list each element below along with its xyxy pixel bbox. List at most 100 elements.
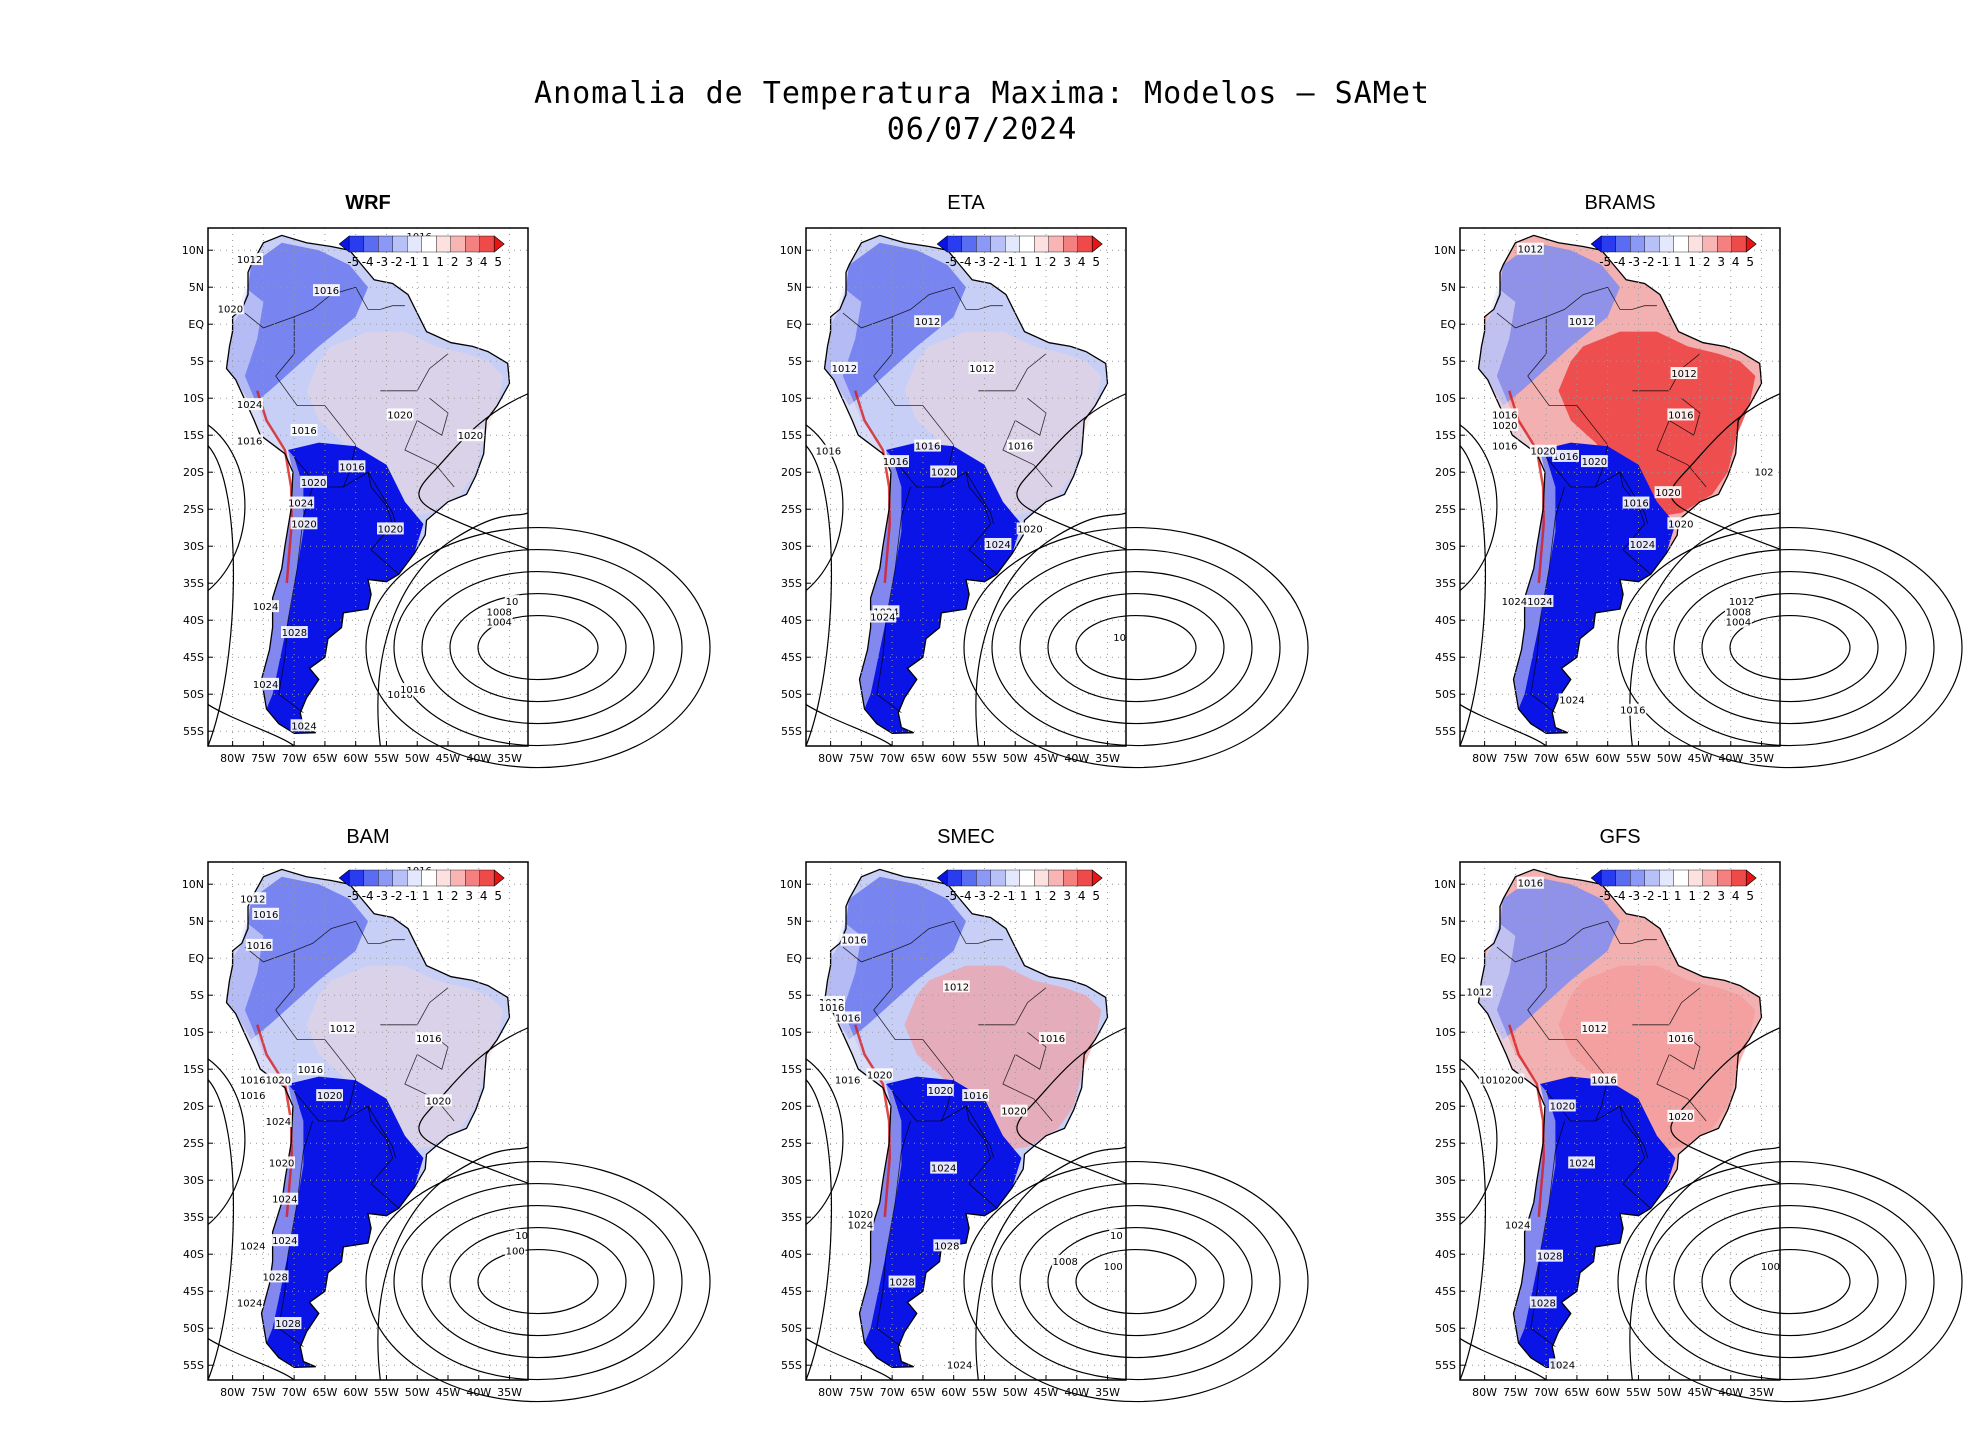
lon-tick-label: 40W (1718, 752, 1743, 765)
colorbar-label: -1 (1003, 255, 1015, 269)
colorbar-label: 2 (1703, 255, 1711, 269)
colorbar-label: 5 (1092, 889, 1100, 903)
colorbar-swatch (450, 235, 466, 253)
colorbar-label: 4 (480, 889, 488, 903)
coastline (1477, 868, 1763, 1369)
lat-tick-label: 10N (1434, 878, 1456, 891)
lat-tick-label: 55S (781, 1359, 802, 1372)
lat-tick-label: 5S (788, 355, 802, 368)
isobar-label: 1024 (947, 1360, 972, 1371)
lon-tick-label: 65W (910, 1386, 935, 1399)
isobar-label: 1016 (819, 1003, 844, 1014)
lon-tick-label: 50W (1003, 752, 1028, 765)
colorbar-swatch (1062, 869, 1078, 887)
colorbar-swatch (1687, 869, 1703, 887)
isobar-label: 1016 (291, 426, 316, 437)
isobar-label: 10 (1110, 1231, 1123, 1242)
lon-tick-label: 70W (1534, 752, 1559, 765)
lon-tick-label: 80W (220, 1386, 245, 1399)
lat-tick-label: 55S (183, 725, 204, 738)
lon-tick-label: 50W (1657, 1386, 1682, 1399)
colorbar-label: 1 (1688, 255, 1696, 269)
colorbar-label: 5 (1092, 255, 1100, 269)
colorbar-label: 3 (1717, 255, 1725, 269)
colorbar-swatch (479, 869, 495, 887)
colorbar-label: -4 (362, 889, 374, 903)
colorbar-label: -1 (1657, 255, 1669, 269)
colorbar: -5 -4 -3 -2 -1 1 1 2 3 4 5 (338, 235, 505, 269)
lat-tick-label: 40S (1435, 1248, 1456, 1261)
lon-tick-label: 80W (1472, 752, 1497, 765)
isobar-label: 1020 (1017, 524, 1042, 535)
panel-title: BRAMS (1584, 192, 1656, 214)
isobar-label: 10 (515, 1231, 528, 1242)
isobar-label: 1016 (1623, 499, 1648, 510)
anomaly-map: 1016101210121016102010161016102010161020… (780, 861, 1309, 1403)
lat-tick-label: 10N (182, 244, 204, 257)
lon-tick-label: 55W (374, 752, 399, 765)
lat-tick-label: 5S (1442, 989, 1456, 1002)
colorbar-swatch (990, 235, 1006, 253)
lat-tick-label: 50S (781, 688, 802, 701)
colorbar-swatch (1077, 235, 1093, 253)
isobar-label: 1024 (870, 613, 895, 624)
colorbar-label: -2 (391, 255, 403, 269)
lon-tick-label: 55W (1626, 752, 1651, 765)
lon-tick-label: 55W (972, 752, 997, 765)
colorbar-swatch (961, 235, 977, 253)
isobar-label: 1024 (272, 1236, 297, 1247)
isobar-label: 1016 (1668, 1034, 1693, 1045)
colorbar-swatch (1673, 869, 1689, 887)
lat-tick-label: 45S (1435, 651, 1456, 664)
isobar-label: 1024 (1505, 1221, 1530, 1232)
colorbar-swatch (435, 235, 451, 253)
lat-tick-label: 5N (787, 915, 802, 928)
isobar-label: 1004 (486, 618, 511, 629)
colorbar-swatch (1600, 869, 1616, 887)
colorbar-label: -3 (974, 255, 986, 269)
lat-tick-label: 40S (781, 614, 802, 627)
isobar-label: 1016 (240, 1091, 265, 1102)
isobar-label: 1020 (867, 1070, 892, 1081)
lat-tick-label: 15S (183, 1063, 204, 1076)
colorbar-swatch (1077, 869, 1093, 887)
lat-tick-label: 35S (781, 577, 802, 590)
colorbar-swatch (1033, 235, 1049, 253)
colorbar-swatch (377, 869, 393, 887)
cold-anomaly-northwest (824, 876, 966, 1040)
isobar-label: 1024 (1569, 1158, 1594, 1169)
isobar-label: 1020 (1530, 447, 1555, 458)
isobar-label: 1024 (240, 1241, 265, 1252)
lon-tick-label: 45W (1688, 752, 1713, 765)
colorbar-label: -3 (376, 255, 388, 269)
isobar-label: 1016 (314, 286, 339, 297)
colorbar: -5 -4 -3 -2 -1 1 1 2 3 4 5 (936, 869, 1103, 903)
colorbar-swatch (377, 235, 393, 253)
isobar-label: 1016 (253, 910, 278, 921)
lon-tick-label: 40W (466, 752, 491, 765)
lat-tick-label: 55S (1435, 1359, 1456, 1372)
colorbar-label: 4 (1078, 889, 1086, 903)
isobar-contours (1459, 393, 1963, 769)
colorbar-label: 1 (436, 255, 444, 269)
warm-anomaly-region (306, 965, 504, 1151)
lat-tick-label: 25S (183, 1137, 204, 1150)
lon-tick-label: 35W (1749, 1386, 1774, 1399)
colorbar-label: 3 (1717, 889, 1725, 903)
lon-tick-label: 75W (1503, 1386, 1528, 1399)
colorbar-swatch (1062, 235, 1078, 253)
isobar-label: 1008 (1052, 1257, 1077, 1268)
lon-tick-label: 60W (343, 752, 368, 765)
lat-tick-label: 5N (1441, 281, 1456, 294)
colorbar-label: -2 (989, 889, 1001, 903)
lat-tick-label: 40S (1435, 614, 1456, 627)
lon-tick-label: 50W (405, 752, 430, 765)
isobar-label: 1016 (1008, 442, 1033, 453)
anomaly-map: 1016101210161020102410161016101610201020… (182, 227, 711, 769)
isobar-label: 1020 (1550, 1101, 1575, 1112)
isobar-label: 1020 (269, 1158, 294, 1169)
lat-tick-label: 50S (781, 1322, 802, 1335)
colorbar-swatch (946, 869, 962, 887)
lon-tick-label: 45W (436, 1386, 461, 1399)
colorbar-label: 1 (1034, 889, 1042, 903)
